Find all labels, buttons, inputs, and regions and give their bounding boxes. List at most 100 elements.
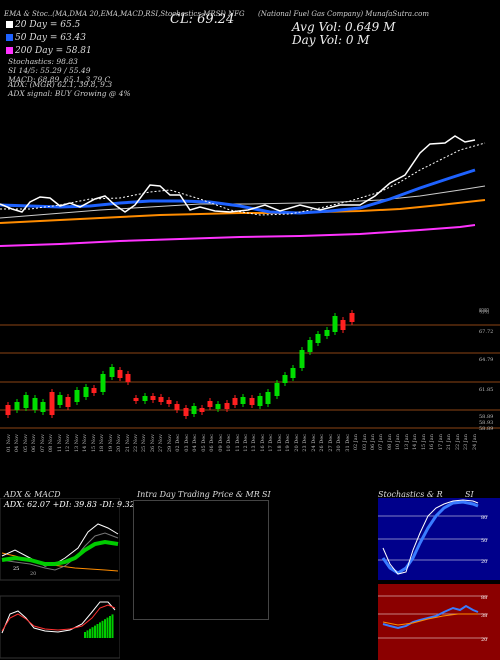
candlestick-series (5, 310, 355, 419)
date-label: 29 Nov (166, 434, 173, 453)
date-label: 24 Jan (471, 434, 478, 451)
macd-value: MACD: 68.89, 65.1, 3.79 C (8, 75, 111, 84)
date-label: 13 Nov (73, 434, 80, 453)
candle-body (5, 405, 11, 415)
price-level-2: 64.79 (479, 357, 494, 363)
intraday-si-label: SI (262, 490, 271, 499)
legend-swatch-blue (6, 34, 13, 41)
intraday-chart-area (133, 500, 269, 620)
candle-body (117, 370, 123, 378)
candle-body (100, 374, 106, 392)
date-label: 11 Nov (56, 434, 63, 453)
date-axis: 01 Nov 04 Nov 05 Nov 06 Nov 07 Nov 08 Nov 11 N… (0, 434, 480, 474)
ema-light-line (0, 185, 486, 219)
si-scale-38: 38 (481, 613, 487, 619)
date-label: 21 Nov (124, 434, 131, 453)
stochastics-value: Stochastics: 98.83 (8, 57, 78, 66)
candle-body (150, 396, 156, 400)
candle-body (133, 398, 139, 401)
date-label: 31 Dec (344, 434, 351, 452)
date-label: 22 Jan (454, 434, 461, 451)
date-label: 06 Dec (209, 434, 216, 452)
candle-body (183, 408, 189, 416)
macd-histogram-bar (109, 616, 111, 638)
candle-body (299, 350, 305, 368)
date-label: 05 Nov (22, 434, 29, 453)
candle-body (57, 395, 63, 405)
date-label: 15 Nov (90, 434, 97, 453)
date-label: 14 Jan (412, 434, 419, 451)
legend-swatch-white (6, 21, 13, 28)
date-label: 17 Jan (437, 434, 444, 451)
date-label: 08 Jan (386, 434, 393, 451)
candle-body (324, 330, 330, 336)
price-level-3: 61.85 (479, 387, 494, 393)
date-label: 26 Nov (149, 434, 156, 453)
candle-body (166, 400, 172, 404)
day-volume: Day Vol: 0 M (292, 33, 370, 47)
adx-line: ADX: (MGR) 62.1, 39.8, 9.3 (8, 80, 113, 89)
candle-body (83, 387, 89, 397)
candle-body (315, 334, 321, 343)
candle-body (332, 316, 338, 332)
macd-histogram-bar (111, 614, 114, 638)
date-label: 21 Jan (446, 434, 453, 451)
date-label: 20 Dec (293, 434, 300, 452)
ma200-magenta-line (0, 224, 476, 247)
intraday-panel-title: Intra Day Trading Price & MR (137, 490, 260, 499)
date-label: 30 Dec (336, 434, 343, 452)
candle-body (240, 397, 246, 404)
candle-body (142, 396, 148, 401)
date-label: 11 Dec (234, 434, 241, 452)
company-name: (National Fuel Gas Company) MunafaSutra.… (258, 10, 430, 18)
macd-histogram-bar (99, 622, 101, 638)
macd-histogram-bar (84, 632, 86, 638)
date-label: 12 Nov (65, 434, 72, 453)
candle-body (158, 397, 164, 402)
stats-block: Stochastics: 98.83 SI 14/5: 55.29 / 55.4… (8, 57, 110, 84)
date-label: 23 Dec (302, 434, 309, 452)
adx-signal-line: ADX signal: BUY Growing @ 4% (8, 89, 131, 98)
candle-body (14, 402, 20, 410)
macd-histogram-bar (101, 620, 104, 638)
price-level-1: 67.72 (479, 329, 494, 335)
price-level-4: 58.89 (479, 414, 494, 420)
candle-body (125, 374, 131, 382)
date-label: 02 Dec (175, 434, 182, 452)
candle-body (74, 390, 80, 402)
candle-body (290, 368, 296, 378)
date-label: 06 Jan (369, 434, 376, 451)
candle-body (23, 395, 29, 408)
date-label: 12 Dec (243, 434, 249, 452)
svg-text:20: 20 (30, 571, 36, 577)
candle-body (274, 383, 280, 396)
price-level-5: 58.93 (479, 420, 494, 426)
date-label: 19 Dec (285, 434, 292, 452)
ma20-white-dotted (0, 142, 486, 216)
date-label: 10 Dec (226, 434, 233, 452)
date-label: 08 Nov (48, 434, 55, 453)
candle-body (224, 403, 230, 409)
date-label: 16 Jan (429, 434, 436, 451)
date-label: 04 Nov (14, 434, 21, 453)
chart-title: EMA & Stoc..(MA,DMA 20,EMA,MACD,RSI,Stoc… (4, 10, 226, 18)
legend-200-day: 200 Day = 58.81 (6, 46, 92, 56)
date-label: 27 Nov (158, 434, 165, 453)
candle-body (215, 404, 221, 409)
date-label: 18 Dec (276, 434, 283, 452)
macd-histogram-bar (96, 624, 99, 638)
macd-histogram-bar (86, 630, 89, 638)
candle-body (174, 404, 180, 410)
date-label: 27 Dec (327, 434, 334, 452)
date-label: 07 Jan (378, 434, 385, 451)
candle-body (349, 313, 355, 322)
stoch-panel-title: Stochastics & R (378, 490, 443, 499)
macd-histogram-bar (89, 628, 91, 638)
candle-body (91, 388, 97, 393)
legend-swatch-magenta (6, 47, 13, 54)
candle-body (65, 397, 71, 407)
candle-body (49, 392, 55, 415)
date-label: 10 Jan (395, 434, 402, 451)
date-label: 04 Dec (192, 434, 199, 452)
date-label: 17 Dec (268, 434, 275, 452)
